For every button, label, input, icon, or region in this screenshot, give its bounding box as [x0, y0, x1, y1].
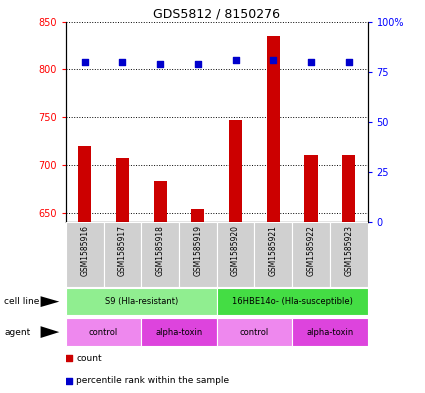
Text: alpha-toxin: alpha-toxin: [306, 328, 354, 336]
Bar: [292, 318, 368, 346]
Point: [270, 57, 277, 63]
Point: [346, 59, 352, 65]
Polygon shape: [40, 296, 59, 307]
Bar: [66, 318, 141, 346]
Bar: [217, 318, 292, 346]
Bar: [153, 181, 167, 222]
Bar: [66, 222, 104, 287]
Text: percentile rank within the sample: percentile rank within the sample: [76, 376, 230, 385]
Point: [119, 59, 126, 65]
Text: control: control: [89, 328, 118, 336]
Bar: [330, 222, 368, 287]
Bar: [179, 222, 217, 287]
Text: cell line: cell line: [4, 297, 40, 306]
Point: [232, 57, 239, 63]
Bar: [255, 222, 292, 287]
Polygon shape: [40, 326, 59, 338]
Text: alpha-toxin: alpha-toxin: [156, 328, 203, 336]
Point: [65, 355, 72, 361]
Bar: [141, 318, 217, 346]
Bar: [292, 222, 330, 287]
Text: count: count: [76, 354, 102, 363]
Bar: [78, 146, 91, 222]
Bar: [104, 222, 141, 287]
Bar: [66, 288, 217, 315]
Bar: [116, 158, 129, 222]
Point: [81, 59, 88, 65]
Text: control: control: [240, 328, 269, 336]
Bar: [342, 155, 355, 222]
Bar: [217, 222, 255, 287]
Text: GSM1585916: GSM1585916: [80, 225, 89, 275]
Text: 16HBE14o- (Hla-susceptible): 16HBE14o- (Hla-susceptible): [232, 297, 353, 306]
Text: S9 (Hla-resistant): S9 (Hla-resistant): [105, 297, 178, 306]
Text: GSM1585919: GSM1585919: [193, 225, 202, 275]
Point: [65, 378, 72, 384]
Bar: [217, 288, 368, 315]
Text: GSM1585918: GSM1585918: [156, 225, 164, 275]
Bar: [304, 155, 317, 222]
Text: GSM1585922: GSM1585922: [306, 225, 315, 275]
Text: GSM1585920: GSM1585920: [231, 225, 240, 275]
Text: agent: agent: [4, 328, 31, 336]
Bar: [267, 36, 280, 222]
Point: [308, 59, 314, 65]
Text: GSM1585921: GSM1585921: [269, 225, 278, 275]
Title: GDS5812 / 8150276: GDS5812 / 8150276: [153, 7, 280, 20]
Bar: [141, 222, 179, 287]
Text: GSM1585917: GSM1585917: [118, 225, 127, 275]
Point: [195, 61, 201, 67]
Bar: [191, 209, 204, 222]
Bar: [229, 120, 242, 222]
Text: GSM1585923: GSM1585923: [344, 225, 353, 275]
Point: [157, 61, 164, 67]
